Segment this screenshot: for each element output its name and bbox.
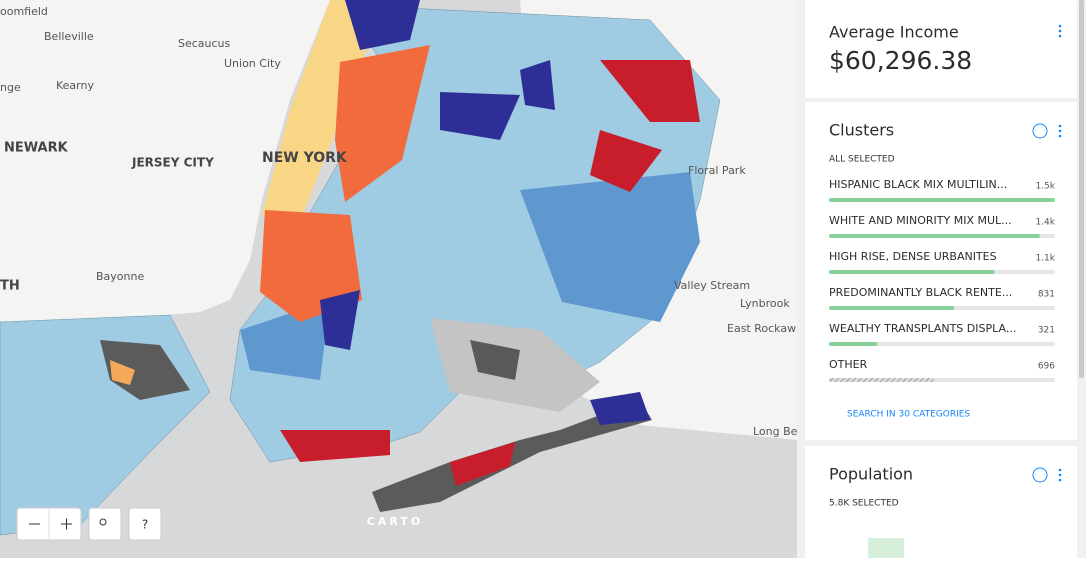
region xyxy=(100,340,190,400)
map-label: Floral Park xyxy=(688,164,746,177)
widget-title: Population xyxy=(829,465,913,484)
marsh xyxy=(470,340,520,380)
region xyxy=(345,0,420,50)
map-label: oomfield xyxy=(0,5,48,18)
category-label: WHITE AND MINORITY MIX MUL... xyxy=(829,214,1012,227)
attribution: CARTO xyxy=(367,515,423,528)
help-label: ? xyxy=(142,518,148,532)
widget-title: Clusters xyxy=(829,121,894,140)
map-label: Bayonne xyxy=(96,270,144,283)
category-bar xyxy=(829,198,1055,202)
map[interactable]: oomfield Belleville Secaucus Union City … xyxy=(0,0,798,558)
population-card xyxy=(805,446,1077,558)
widget-title: Average Income xyxy=(829,23,959,42)
category-bar xyxy=(829,378,934,382)
category-label: HISPANIC BLACK MIX MULTILIN... xyxy=(829,178,1007,191)
status: 5.8K SELECTED xyxy=(829,499,899,509)
category-label: OTHER xyxy=(829,358,868,371)
region xyxy=(260,210,362,322)
map-label: Union City xyxy=(224,57,281,70)
category-count: 831 xyxy=(1038,290,1055,300)
region xyxy=(600,60,700,122)
land xyxy=(0,0,330,330)
map-label: NEW YORK xyxy=(262,150,348,166)
region xyxy=(450,442,515,486)
map-label: Long Be xyxy=(753,425,798,438)
category-count: 696 xyxy=(1038,362,1055,372)
map-label: East Rockaw xyxy=(727,322,796,335)
map-label: Valley Stream xyxy=(674,279,750,292)
region xyxy=(520,172,700,322)
region xyxy=(520,60,555,110)
zoom-in[interactable] xyxy=(61,518,72,530)
income-card xyxy=(805,0,1077,98)
category-label: WEALTHY TRANSPLANTS DISPLA... xyxy=(829,322,1016,335)
zoom-control: ? xyxy=(16,507,162,541)
map-label: Secaucus xyxy=(178,37,231,50)
histogram-bar xyxy=(868,538,904,558)
category-count: 1.4k xyxy=(1035,218,1055,228)
category-list: HISPANIC BLACK MIX MULTILIN... 1.5k WHITE … xyxy=(829,178,1056,382)
map-label: JERSEY CITY xyxy=(131,156,214,170)
region xyxy=(440,92,520,140)
category-label: HIGH RISE, DENSE URBANITES xyxy=(829,250,997,263)
manhattan xyxy=(262,0,385,222)
category-bar xyxy=(829,270,995,274)
help-button[interactable] xyxy=(128,507,162,541)
income-value: $60,296.38 xyxy=(829,46,972,75)
scrollbar[interactable] xyxy=(1079,0,1084,378)
category-label: PREDOMINANTLY BLACK RENTE... xyxy=(829,286,1012,299)
map-label: nge xyxy=(0,81,21,94)
map-label: Lynbrook xyxy=(740,297,790,310)
region xyxy=(240,300,330,380)
category-bar xyxy=(829,342,878,346)
status: ALL SELECTED xyxy=(829,155,895,165)
bar-track xyxy=(829,342,1055,346)
region xyxy=(280,430,390,462)
color-toggle[interactable] xyxy=(1032,123,1048,139)
category-count: 321 xyxy=(1038,326,1055,336)
search-link[interactable]: SEARCH IN 30 CATEGORIES xyxy=(847,410,970,420)
category-count: 1.5k xyxy=(1035,182,1055,192)
region xyxy=(590,130,662,192)
region xyxy=(335,45,430,202)
map-label: Belleville xyxy=(44,30,94,43)
category-count: 1.1k xyxy=(1035,254,1055,264)
map-label: Kearny xyxy=(56,79,94,92)
region xyxy=(110,360,135,385)
map-label: NEWARK xyxy=(4,141,69,156)
category-bar xyxy=(829,234,1040,238)
color-toggle[interactable] xyxy=(1032,467,1048,483)
map-label: TH xyxy=(0,279,20,294)
category-bar xyxy=(829,306,955,310)
search-icon xyxy=(99,518,107,526)
menu-icons[interactable] xyxy=(1058,24,1062,482)
region xyxy=(320,290,360,350)
region xyxy=(590,392,650,425)
